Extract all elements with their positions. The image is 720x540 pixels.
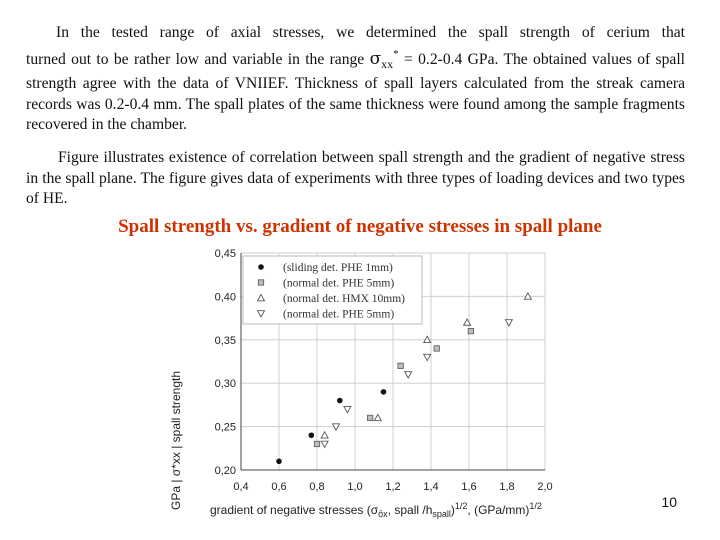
data-point [397,362,404,369]
y-tick-label: 0,20 [215,465,236,477]
data-point [313,440,321,448]
paragraph-2: Figure illustrates existence of correlat… [26,149,685,208]
legend-label: (normal det. PHE 5mm) [283,278,394,290]
legend-box [242,255,423,325]
data-point [467,328,475,335]
legend-marker [256,310,266,318]
legend-label: (sliding det. PHE 1mm) [283,262,393,274]
y-axis-label: GPa | σ*xx | spall strength [169,371,183,510]
x-tick-label: 1,8 [499,481,514,493]
legend-label: (normal det. PHE 5mm) [283,309,394,321]
data-point [462,318,472,326]
x-tick-label: 1,2 [385,481,400,493]
legend-marker [258,264,264,270]
page-number: 10 [661,494,677,510]
data-point [422,353,432,362]
data-point [367,414,374,422]
data-point [337,397,343,404]
data-point [422,335,432,344]
data-point [433,345,440,352]
y-tick-label: 0,40 [215,291,236,303]
data-point [276,458,282,465]
data-point [523,291,533,300]
paragraph-1-post: = 0.2-0.4 GPa. The obtained values of sp… [26,50,685,134]
y-tick-label: 0,25 [215,422,236,434]
sigma-symbol: σ [369,48,382,69]
y-tick-label: 0,45 [215,248,236,260]
paragraph-1-pre: turned out to be rather low and variable… [26,50,370,68]
data-point [320,440,329,449]
legend-label: (normal det. HMX 10mm) [283,293,405,305]
legend-marker [257,279,265,286]
x-tick-label: 0,6 [271,481,286,493]
x-tick-label: 1,6 [461,481,476,493]
data-point [403,371,413,379]
paragraph-1: In the tested range of axial stresses, w… [26,23,685,136]
y-tick-label: 0,30 [215,378,236,390]
paragraph-1-line-1: In the tested range of axial stresses, w… [56,24,685,41]
data-point [320,430,329,439]
sigma-superscript: * [393,47,399,60]
data-point [331,423,341,432]
y-tick-label: 0,35 [215,335,236,347]
x-axis-label: gradient of negative stresses (σōx, spal… [210,501,542,519]
legend-marker [256,293,266,302]
x-tick-label: 1,4 [423,481,438,493]
data-point [380,389,387,395]
figure-title: Spall strength vs. gradient of negative … [118,216,602,237]
data-point [343,405,352,414]
x-tick-label: 0,8 [309,481,324,493]
sigma-subscript: xx [381,56,394,71]
data-point [373,413,383,422]
x-tick-label: 1,0 [347,481,362,493]
data-point [504,319,514,327]
data-point [308,432,315,439]
x-tick-label: 0,4 [233,481,248,493]
x-tick-label: 2,0 [537,481,552,493]
